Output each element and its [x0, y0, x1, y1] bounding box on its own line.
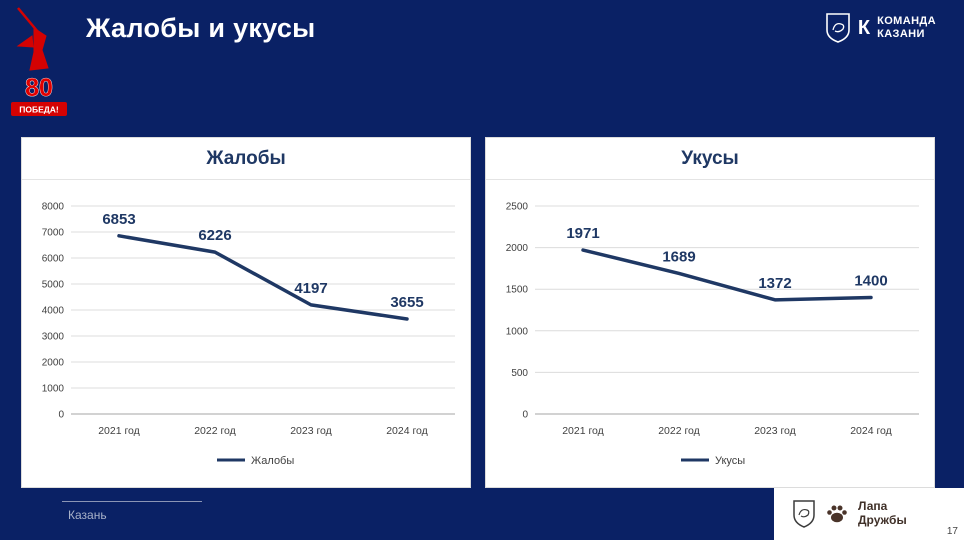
- page-title: Жалобы и укусы: [86, 13, 316, 43]
- victory-banner: [11, 102, 67, 116]
- chart-canvas: 0 1000 2000 3000 4000 5000 6000 7000 8000 2021 го…: [42, 202, 455, 467]
- x-tick-label: 2024 год: [850, 425, 892, 437]
- legend-label: Укусы: [715, 455, 745, 467]
- partner-logos-box: Лапа Дружбы 17: [774, 488, 964, 540]
- kazan-team-name-line1: КОМАНДА: [877, 14, 936, 27]
- paw-icon: [827, 505, 847, 523]
- kazan-crest-icon: [826, 13, 850, 43]
- x-tick-label: 2023 год: [754, 425, 796, 437]
- footer-city-label: Казань: [68, 508, 107, 522]
- chart-panel-bites: Укусы 0 500 1000 1500 2000 2500 2021 год 2022 г…: [486, 138, 934, 487]
- kazan-team-name-line2: КАЗАНИ: [877, 28, 925, 40]
- motherland-statue-icon: [16, 7, 49, 71]
- footer-divider: [62, 501, 202, 502]
- chart-body-bites: 0 500 1000 1500 2000 2500 2021 год 2022 год 2023…: [487, 180, 933, 482]
- data-label: 3655: [390, 294, 423, 311]
- chart-panel-complaints: Жалобы 0 1000 2000 3000 4000 5000 6000 7000 8000…: [22, 138, 470, 487]
- data-line: [117, 234, 409, 321]
- y-tick-label: 8000: [42, 202, 65, 213]
- kazan-team-name: КОМАНДА КАЗАНИ: [877, 15, 936, 41]
- chart-body-complaints: 0 1000 2000 3000 4000 5000 6000 7000 8000 2021 го…: [23, 180, 469, 482]
- data-label: 6853: [102, 211, 135, 228]
- x-tick-label: 2022 год: [658, 425, 700, 437]
- partner-name-line1: Лапа: [858, 499, 888, 514]
- victory-80-emblem: 80 ПОБЕДА!: [11, 7, 67, 116]
- x-tick-label: 2024 год: [386, 425, 428, 437]
- data-line: [581, 248, 873, 302]
- victory-80-text: 80: [25, 74, 53, 102]
- kazan-team-logo: К КОМАНДА КАЗАНИ: [825, 12, 936, 44]
- x-tick-label: 2021 год: [98, 425, 140, 437]
- data-label: 6226: [198, 227, 231, 244]
- legend-label: Жалобы: [251, 455, 294, 467]
- partner-name: Лапа Дружбы: [858, 499, 907, 528]
- x-tick-label: 2023 год: [290, 425, 332, 437]
- y-tick-label: 0: [522, 410, 528, 421]
- y-tick-label: 1500: [506, 285, 529, 296]
- data-label: 1689: [662, 248, 695, 265]
- x-tick-label: 2021 год: [562, 425, 604, 437]
- y-tick-label: 3000: [42, 332, 65, 343]
- data-label: 1372: [758, 275, 791, 292]
- chart-canvas: 0 500 1000 1500 2000 2500 2021 год 2022 год 2023…: [506, 202, 919, 467]
- data-label: 4197: [294, 280, 327, 297]
- partner-name-line2: Дружбы: [858, 513, 907, 527]
- chart-title-complaints: Жалобы: [22, 138, 470, 180]
- kazan-team-monogram: К: [857, 16, 871, 39]
- y-tick-label: 2500: [506, 202, 529, 213]
- y-tick-label: 6000: [42, 254, 65, 265]
- y-tick-label: 2000: [42, 358, 65, 369]
- y-tick-label: 2000: [506, 243, 529, 254]
- y-tick-label: 500: [511, 368, 528, 379]
- x-tick-label: 2022 год: [194, 425, 236, 437]
- y-tick-label: 7000: [42, 228, 65, 239]
- chart-title-bites: Укусы: [486, 138, 934, 180]
- victory-banner-text: ПОБЕДА!: [19, 105, 59, 115]
- y-tick-label: 4000: [42, 306, 65, 317]
- page-number: 17: [946, 526, 958, 537]
- kazan-coat-of-arms-icon: [793, 500, 815, 528]
- data-label: 1400: [854, 273, 887, 290]
- y-tick-label: 1000: [42, 384, 65, 395]
- y-tick-label: 5000: [42, 280, 65, 291]
- data-label: 1971: [566, 225, 599, 242]
- footer: Казань: [62, 501, 202, 522]
- y-tick-label: 0: [58, 410, 64, 421]
- y-tick-label: 1000: [506, 326, 529, 337]
